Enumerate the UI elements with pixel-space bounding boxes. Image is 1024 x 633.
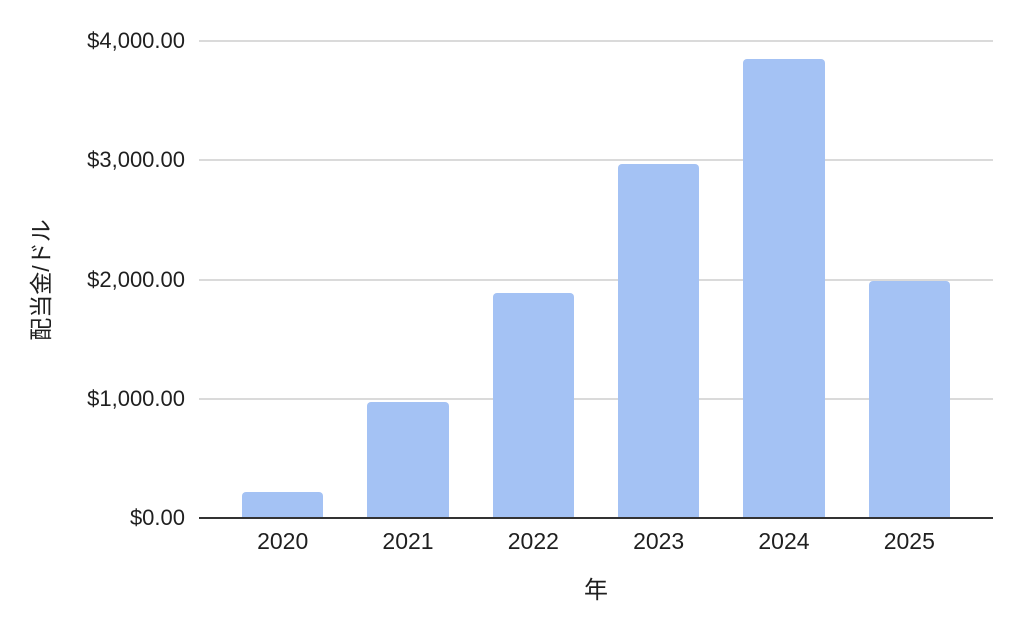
bar-slot-2024 [721, 41, 846, 518]
y-tick-label: $3,000.00 [87, 147, 185, 173]
x-tick-label-2025: 2025 [883, 528, 935, 554]
x-tick-label-2022: 2022 [507, 528, 559, 554]
x-tick-label-2024: 2024 [758, 528, 810, 554]
gridline-1000 [199, 397, 993, 400]
bar-2020 [241, 492, 324, 518]
x-axis-line [199, 517, 993, 519]
bar-slot-2021 [345, 41, 470, 518]
plot-area: 2020 2021 2022 2023 2024 2025 $4,000.00 $3,000… [87, 28, 993, 554]
gridline-3000 [199, 159, 993, 162]
x-axis-tick-labels: 2020 2021 2022 2023 2024 2025 [199, 528, 993, 555]
bar-slot-2020 [220, 41, 345, 518]
y-axis-title: 配当金/ドル [28, 219, 54, 341]
y-tick-label: $1,000.00 [87, 385, 185, 411]
bar-2022 [492, 293, 575, 518]
gridline-4000 [199, 40, 993, 42]
bar-2021 [367, 402, 449, 518]
x-tick-label-2021: 2021 [382, 528, 434, 554]
bar-2024 [743, 59, 825, 518]
y-tick-label: $2,000.00 [87, 266, 185, 292]
x-tick-label-2020: 2020 [257, 528, 309, 554]
x-tick-label-2023: 2023 [633, 528, 685, 554]
bar-2023 [617, 164, 700, 518]
bar-slot-2022 [471, 41, 596, 518]
bar-2025 [868, 281, 951, 518]
x-axis-title: 年 [584, 577, 608, 604]
y-tick-label: $4,000.00 [87, 28, 185, 53]
y-tick-label: $0.00 [129, 505, 185, 530]
bar-slot-2023 [596, 41, 721, 518]
bar-slot-2025 [847, 41, 972, 518]
gridline-2000 [199, 278, 993, 281]
bars-container [199, 41, 993, 518]
